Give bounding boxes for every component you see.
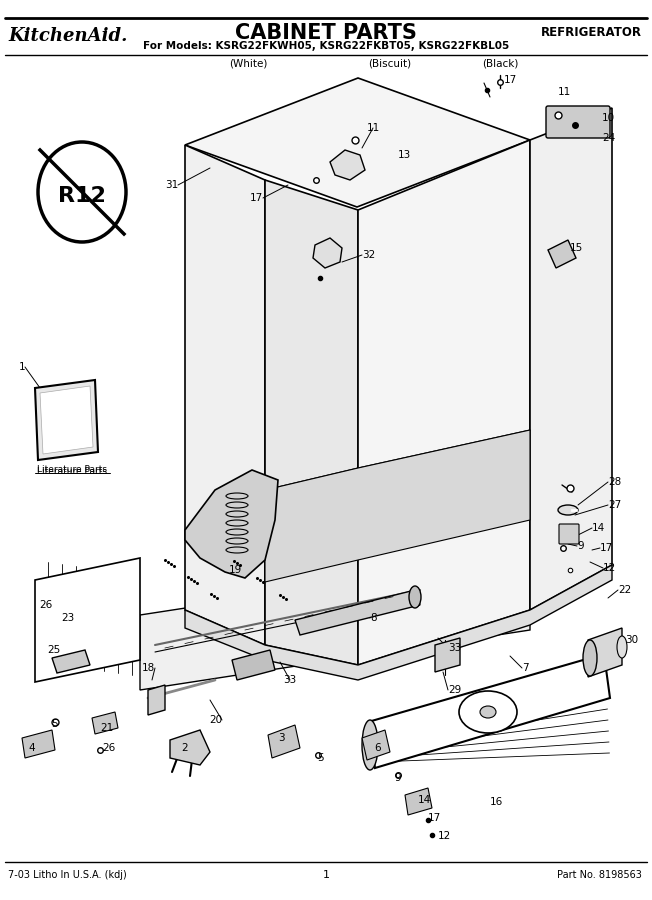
Text: 33: 33 (284, 675, 297, 685)
Text: 23: 23 (62, 613, 75, 623)
Polygon shape (268, 725, 300, 758)
Text: 24: 24 (602, 133, 615, 143)
Polygon shape (185, 145, 265, 645)
Text: Literature Parts: Literature Parts (37, 465, 107, 474)
Polygon shape (148, 685, 165, 715)
Polygon shape (265, 180, 358, 665)
Ellipse shape (558, 505, 578, 515)
FancyBboxPatch shape (546, 106, 610, 138)
Polygon shape (330, 150, 365, 180)
Ellipse shape (480, 706, 496, 718)
Polygon shape (40, 386, 93, 454)
FancyBboxPatch shape (559, 524, 579, 544)
Text: KitchenAid.: KitchenAid. (8, 27, 127, 45)
Polygon shape (35, 558, 140, 682)
Text: R12: R12 (58, 186, 106, 206)
Text: 12: 12 (603, 563, 616, 573)
Text: REFRIGERATOR: REFRIGERATOR (541, 26, 642, 40)
Ellipse shape (409, 586, 421, 608)
Text: 30: 30 (625, 635, 638, 645)
Text: 8: 8 (370, 613, 377, 623)
Polygon shape (435, 638, 460, 672)
Polygon shape (140, 555, 530, 690)
Text: 4: 4 (29, 743, 35, 753)
Ellipse shape (617, 636, 627, 658)
Polygon shape (588, 628, 622, 677)
Polygon shape (92, 712, 118, 734)
Text: 26: 26 (102, 743, 115, 753)
Text: 11: 11 (558, 87, 571, 97)
Ellipse shape (583, 640, 597, 676)
Text: 29: 29 (448, 685, 461, 695)
Polygon shape (368, 654, 610, 768)
Text: 9: 9 (577, 541, 584, 551)
Text: 21: 21 (100, 723, 113, 733)
Text: For Models: KSRG22FKWH05, KSRG22FKBT05, KSRG22FKBL05: For Models: KSRG22FKWH05, KSRG22FKBT05, … (143, 41, 509, 51)
Polygon shape (185, 565, 612, 680)
Text: 9: 9 (394, 773, 402, 783)
Text: (Black): (Black) (482, 58, 518, 68)
Polygon shape (530, 108, 612, 610)
Polygon shape (362, 730, 390, 760)
Text: 3: 3 (278, 733, 285, 743)
Text: 11: 11 (366, 123, 379, 133)
Ellipse shape (38, 142, 126, 242)
Ellipse shape (459, 691, 517, 733)
Text: (White): (White) (229, 58, 267, 68)
Polygon shape (185, 470, 278, 578)
Text: 17: 17 (428, 813, 441, 823)
Text: 26: 26 (38, 600, 52, 610)
Text: 31: 31 (165, 180, 178, 190)
Text: 20: 20 (209, 715, 222, 725)
Polygon shape (265, 430, 530, 582)
Text: Literature Parts: Literature Parts (37, 467, 107, 476)
Polygon shape (548, 240, 576, 268)
Polygon shape (405, 788, 432, 815)
Text: 28: 28 (608, 477, 621, 487)
Polygon shape (232, 650, 275, 680)
Text: 18: 18 (141, 663, 155, 673)
Text: 33: 33 (448, 643, 461, 653)
Text: 12: 12 (438, 831, 451, 841)
Text: 19: 19 (228, 565, 242, 575)
Text: 27: 27 (608, 500, 621, 510)
Text: 6: 6 (375, 743, 381, 753)
Text: 17: 17 (503, 75, 516, 85)
Text: 7-03 Litho In U.S.A. (kdj): 7-03 Litho In U.S.A. (kdj) (8, 870, 126, 880)
Text: 17: 17 (600, 543, 614, 553)
Polygon shape (358, 140, 530, 665)
Ellipse shape (362, 720, 378, 770)
Text: 22: 22 (618, 585, 631, 595)
Polygon shape (295, 590, 420, 635)
Text: Part No. 8198563: Part No. 8198563 (557, 870, 642, 880)
Text: 5: 5 (52, 719, 58, 729)
Text: CABINET PARTS: CABINET PARTS (235, 23, 417, 43)
Text: 5: 5 (317, 753, 323, 763)
Text: 10: 10 (602, 113, 615, 123)
Text: 17: 17 (250, 193, 263, 203)
Text: 1: 1 (18, 362, 25, 372)
Text: (Biscuit): (Biscuit) (368, 58, 411, 68)
Polygon shape (52, 650, 90, 673)
Polygon shape (22, 730, 55, 758)
Text: 16: 16 (490, 797, 503, 807)
Polygon shape (170, 730, 210, 765)
Text: 15: 15 (570, 243, 584, 253)
Text: 25: 25 (47, 645, 60, 655)
Text: 1: 1 (323, 870, 329, 880)
Polygon shape (35, 380, 98, 460)
Polygon shape (313, 238, 342, 268)
Text: 2: 2 (182, 743, 188, 753)
Text: 32: 32 (362, 250, 376, 260)
Polygon shape (185, 78, 530, 207)
Text: 14: 14 (418, 795, 431, 805)
Text: 14: 14 (592, 523, 605, 533)
Text: 13: 13 (398, 150, 411, 160)
Text: 7: 7 (522, 663, 529, 673)
